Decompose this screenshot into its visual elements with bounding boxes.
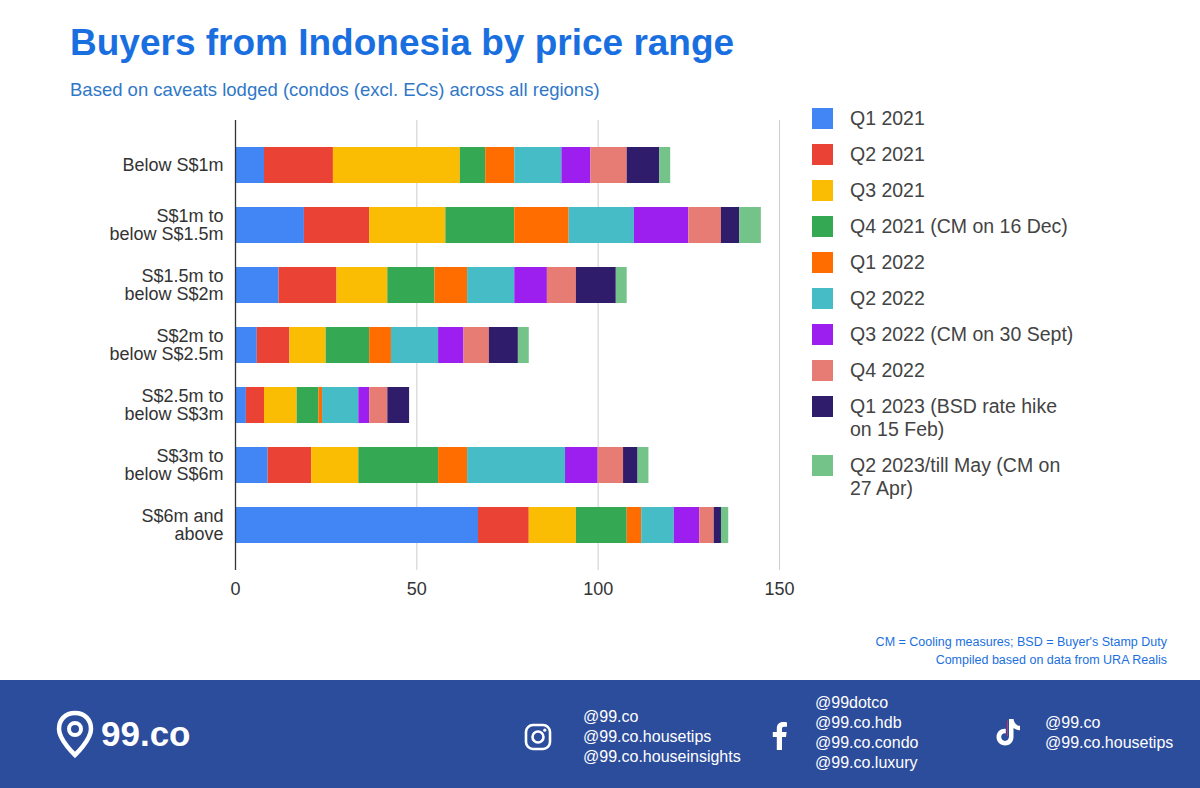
html-text:@99.co.houseinsights: @99.co.houseinsights (583, 748, 741, 765)
html-text:Q2 2023/till May (CM on 27 Apr: Q2 2023/till May (CM on 27 Apr) (850, 454, 1061, 499)
html-text:Q2 2022: Q2 2022 (850, 287, 925, 309)
html-text:Q4 2022: Q4 2022 (850, 359, 925, 381)
html-text:Buyers from Indonesia by price: Buyers from Indonesia by price range (70, 22, 735, 63)
html-text:@99.co.housetips: @99.co.housetips (583, 728, 712, 745)
html-text:@99.co.luxury: @99.co.luxury (815, 754, 918, 771)
html-text:Q1 2023 (BSD rate hike on 15 F: Q1 2023 (BSD rate hike on 15 Feb) (850, 395, 1057, 440)
html-text:@99dotco: @99dotco (815, 694, 889, 711)
html-text:@99.co.condo: @99.co.condo (815, 734, 919, 751)
svg-text:S$2.5m tobelow S$3m: S$2.5m tobelow S$3m (124, 386, 223, 424)
html-text:@99.co.hdb: @99.co.hdb (815, 714, 902, 731)
svg-text:100: 100 (583, 579, 613, 599)
html-text:Compiled based on data from UR: Compiled based on data from URA Realis (935, 653, 1167, 667)
svg-text:Below S$1m: Below S$1m (122, 155, 223, 175)
html-text:Q1 2022: Q1 2022 (850, 251, 925, 273)
svg-text:S$1m tobelow S$1.5m: S$1m tobelow S$1.5m (109, 206, 223, 244)
html-text:Q4 2021 (CM on 16 Dec): Q4 2021 (CM on 16 Dec) (850, 215, 1068, 237)
svg-text:S$2m tobelow S$2.5m: S$2m tobelow S$2.5m (109, 326, 223, 364)
svg-text:S$1.5m tobelow S$2m: S$1.5m tobelow S$2m (124, 266, 223, 304)
svg-text:150: 150 (764, 579, 794, 599)
html-text:@99.co: @99.co (583, 708, 639, 725)
html-text:Q1 2021: Q1 2021 (850, 107, 925, 129)
html-text:Q2 2021: Q2 2021 (850, 143, 925, 165)
html-text:Q3 2022 (CM on 30 Sept): Q3 2022 (CM on 30 Sept) (850, 323, 1074, 345)
html-text:99.co: 99.co (101, 714, 191, 753)
svg-text:S$3m tobelow S$6m: S$3m tobelow S$6m (124, 446, 223, 484)
svg-text:50: 50 (407, 579, 427, 599)
html-text:Q3 2021: Q3 2021 (850, 179, 925, 201)
svg-text:S$6m andabove: S$6m andabove (141, 506, 223, 544)
html-text:@99.co: @99.co (1045, 714, 1101, 731)
svg-text:0: 0 (230, 579, 240, 599)
html-text:CM = Cooling measures; BSD = B: CM = Cooling measures; BSD = Buyer's Sta… (875, 635, 1167, 649)
html-text:@99.co.housetips: @99.co.housetips (1045, 734, 1174, 751)
html-text:Based on caveats lodged (condo: Based on caveats lodged (condos (excl. E… (70, 79, 600, 100)
